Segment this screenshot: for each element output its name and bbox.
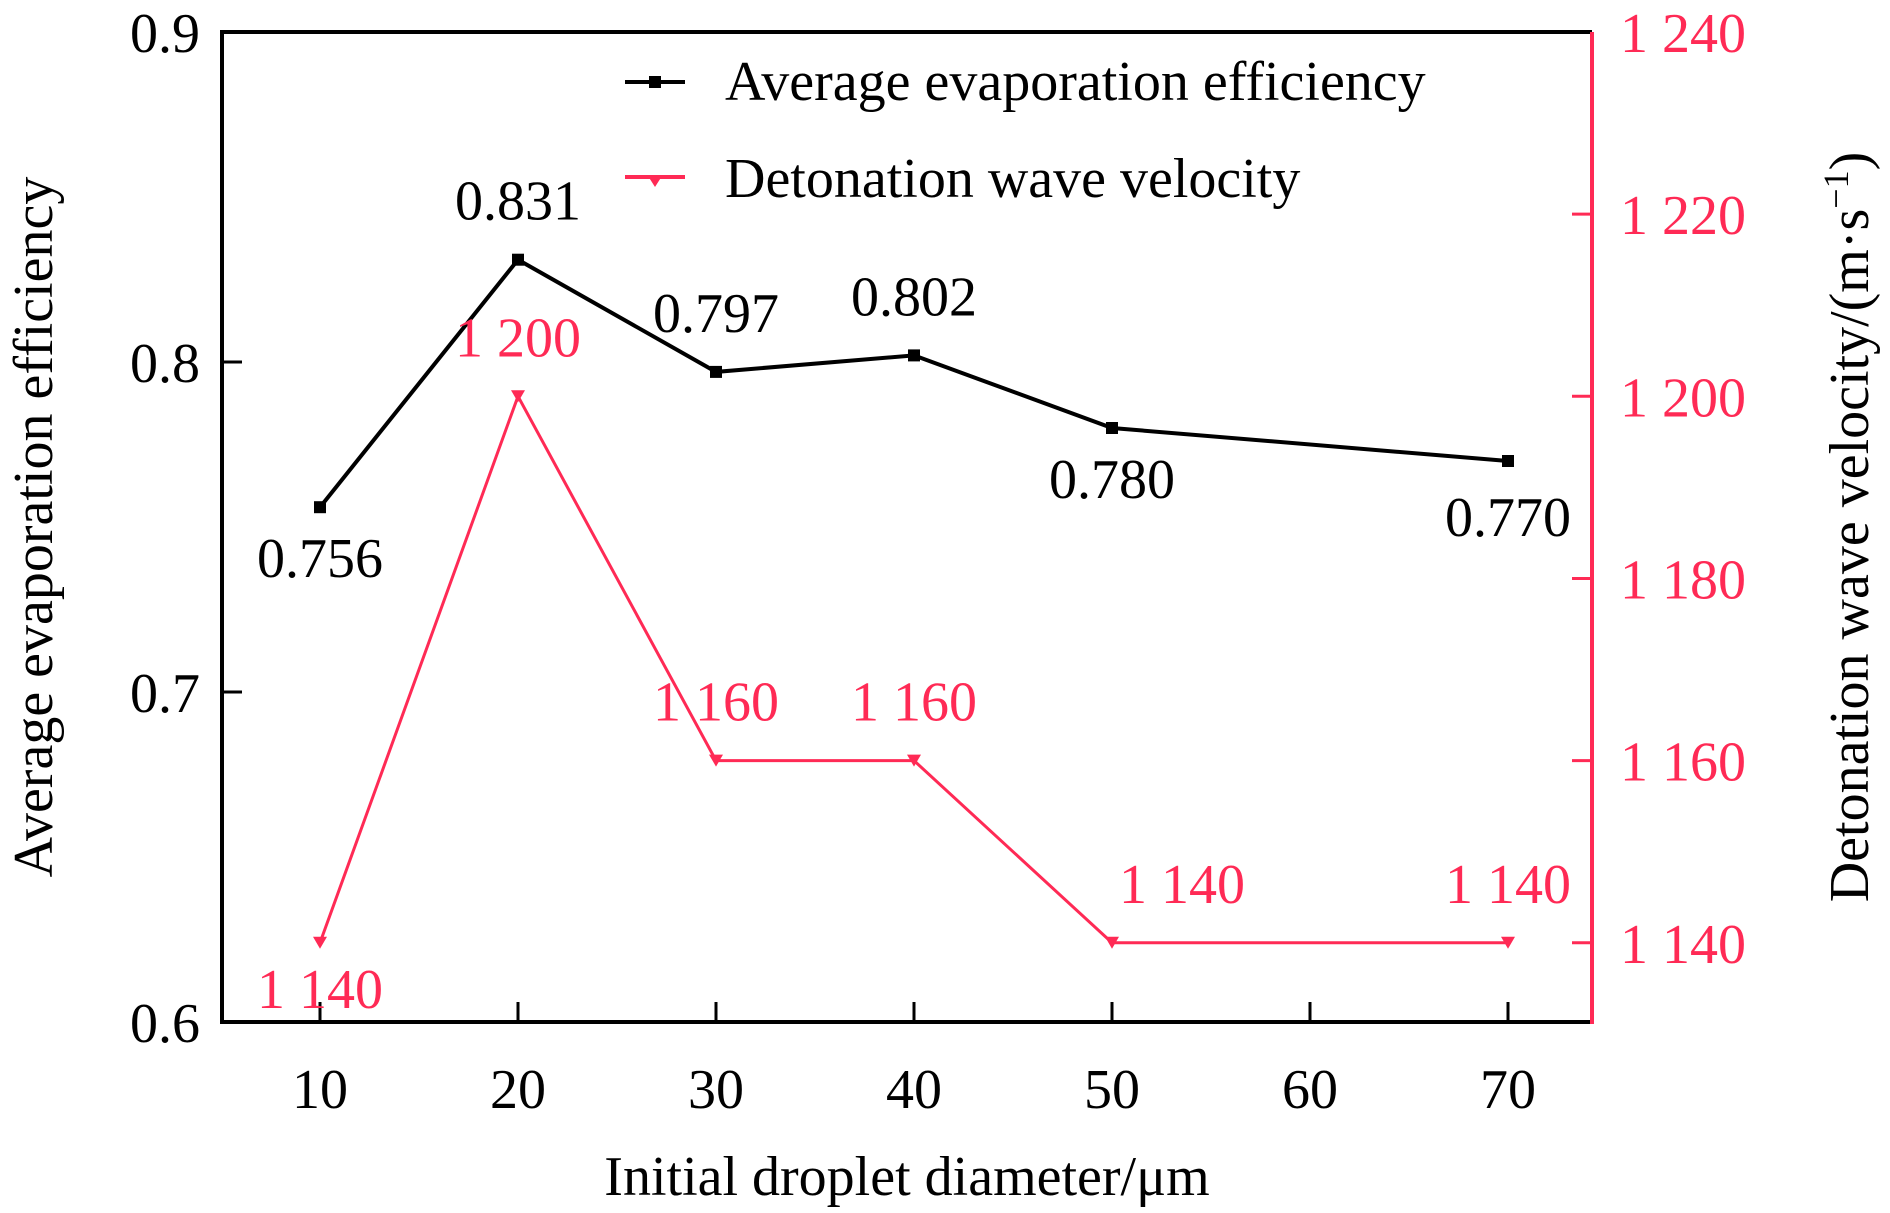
y2-axis-title-superscript: −1 xyxy=(1816,170,1856,208)
y-axis-title: Average evaporation efficiency xyxy=(3,177,65,878)
efficiency-data-label: 0.831 xyxy=(455,171,581,233)
axes: 10 20 30 40 50 60 70 0.6 0.7 0.8 0.9 1 140 1 160 1 18… xyxy=(130,3,1746,1121)
efficiency-point xyxy=(710,365,722,378)
x-tick-label: 20 xyxy=(490,1059,546,1121)
y-tick-label: 0.9 xyxy=(130,3,200,65)
efficiency-point xyxy=(1106,422,1118,434)
x-tick-label: 70 xyxy=(1480,1059,1536,1121)
efficiency-data-label: 0.756 xyxy=(257,528,383,590)
efficiency-data-label: 0.797 xyxy=(653,283,779,345)
x-tick-label: 40 xyxy=(886,1059,942,1121)
velocity-point xyxy=(1105,936,1119,949)
velocity-point xyxy=(313,936,327,949)
velocity-point xyxy=(1501,936,1515,949)
velocity-point xyxy=(907,754,921,767)
legend-label-velocity: Detonation wave velocity xyxy=(725,148,1300,210)
efficiency-point xyxy=(1502,455,1514,467)
legend-marker-efficiency xyxy=(649,76,661,88)
y2-tick-label: 1 160 xyxy=(1620,732,1746,794)
legend-label-efficiency: Average evaporation efficiency xyxy=(725,51,1426,113)
y2-axis-title-close: ) xyxy=(1819,152,1881,171)
y2-tick-label: 1 220 xyxy=(1620,185,1746,247)
y2-tick-label: 1 200 xyxy=(1620,367,1746,429)
efficiency-data-label: 0.780 xyxy=(1049,449,1175,511)
y2-tick-label: 1 240 xyxy=(1620,3,1746,65)
y-tick-label: 0.7 xyxy=(130,663,200,725)
x-tick-label: 10 xyxy=(292,1059,348,1121)
series-layer xyxy=(313,253,1515,949)
y2-axis-title: Detonation wave velocity/(m·s−1) xyxy=(1816,152,1881,903)
data-labels: 0.756 0.831 0.797 0.802 0.780 0.770 1 140 1 200… xyxy=(257,171,1571,1021)
legend-marker-velocity xyxy=(648,176,662,187)
x-tick-label: 50 xyxy=(1084,1059,1140,1121)
velocity-data-label: 1 140 xyxy=(1445,854,1571,916)
velocity-data-label: 1 160 xyxy=(653,672,779,734)
efficiency-line xyxy=(318,257,1509,509)
y2-tick-label: 1 180 xyxy=(1620,549,1746,611)
efficiency-point xyxy=(314,501,326,514)
velocity-data-label: 1 140 xyxy=(1119,854,1245,916)
y-tick-label: 0.8 xyxy=(130,333,200,395)
velocity-point xyxy=(709,754,723,767)
efficiency-point xyxy=(512,253,524,266)
velocity-point xyxy=(511,390,525,403)
efficiency-data-label: 0.770 xyxy=(1445,487,1571,549)
velocity-data-label: 1 140 xyxy=(257,959,383,1021)
velocity-line xyxy=(318,392,1508,945)
efficiency-data-label: 0.802 xyxy=(851,266,977,328)
legend: Average evaporation efficiency Detonatio… xyxy=(625,51,1426,210)
x-tick-label: 30 xyxy=(688,1059,744,1121)
velocity-data-label: 1 200 xyxy=(455,307,581,369)
y-tick-label: 0.6 xyxy=(130,993,200,1055)
velocity-data-label: 1 160 xyxy=(851,672,977,734)
efficiency-point xyxy=(908,349,920,362)
y2-tick-label: 1 140 xyxy=(1620,914,1746,976)
x-tick-label: 60 xyxy=(1282,1059,1338,1121)
x-axis-title: Initial droplet diameter/μm xyxy=(604,1146,1209,1208)
y2-axis-title-main: Detonation wave velocity/(m·s xyxy=(1819,209,1881,903)
